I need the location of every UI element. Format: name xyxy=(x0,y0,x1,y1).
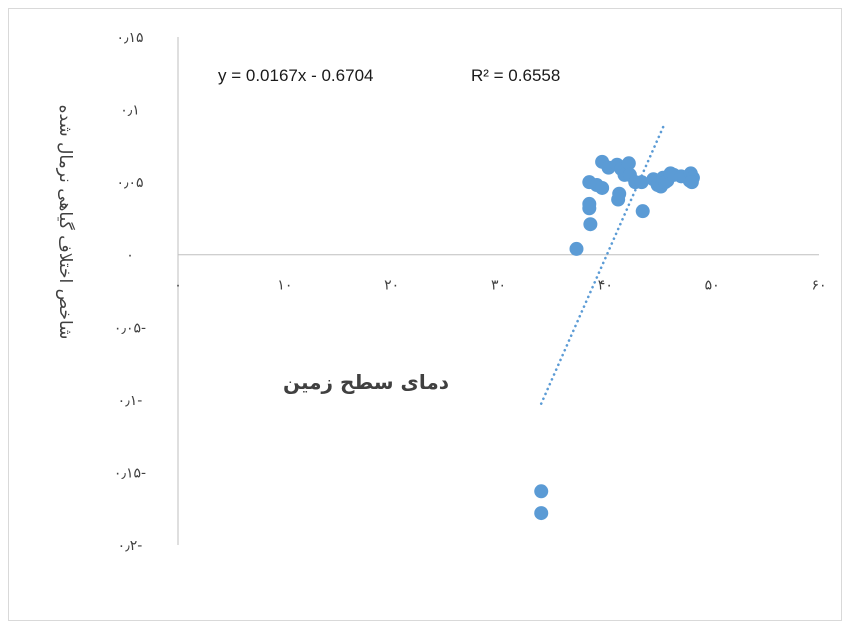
y-tick-label: ۰٫۰۵- xyxy=(114,320,146,336)
x-tick-labels: ۰ ۱۰ ۲۰ ۳۰ ۴۰ ۵۰ ۶۰ xyxy=(174,278,826,294)
y-tick-label: ۰٫۰۵ xyxy=(116,175,143,191)
trendline-equation: y = 0.0167x - 0.6704 xyxy=(218,66,373,85)
trendline xyxy=(539,123,666,405)
x-tick-label: ۰ xyxy=(174,278,182,294)
data-point xyxy=(534,484,549,499)
data-points xyxy=(534,154,700,521)
data-point xyxy=(684,175,699,190)
y-tick-label: ۰٫۱۵ xyxy=(116,30,143,46)
axes xyxy=(177,37,819,545)
x-tick-label: ۴۰ xyxy=(598,278,613,294)
x-axis-label: دمای سطح زمین xyxy=(283,370,449,394)
data-point xyxy=(621,156,636,171)
x-tick-label: ۵۰ xyxy=(705,278,720,294)
data-point xyxy=(569,241,584,256)
r-squared-label: R² = 0.6558 xyxy=(471,66,560,85)
data-point xyxy=(583,217,598,232)
data-point xyxy=(582,201,597,216)
data-point xyxy=(595,180,610,195)
x-tick-label: ۳۰ xyxy=(491,278,506,294)
data-point xyxy=(634,175,649,190)
trendline-path xyxy=(539,123,666,405)
data-point xyxy=(635,204,650,219)
y-axis-label: شاخص اختلاف گیاهی نرمال شده xyxy=(55,105,76,340)
x-tick-label: ۶۰ xyxy=(811,278,826,294)
x-tick-label: ۱۰ xyxy=(277,278,292,294)
y-tick-label: ۰٫۲- xyxy=(118,538,143,554)
y-tick-label: ۰٫۱۵- xyxy=(114,465,146,481)
y-tick-labels: ۰٫۱۵ ۰٫۱ ۰٫۰۵ ۰ ۰٫۰۵- ۰٫۱- ۰٫۱۵- ۰٫۲- xyxy=(114,30,146,554)
y-tick-label: ۰٫۱ xyxy=(120,103,140,119)
x-tick-label: ۲۰ xyxy=(384,278,399,294)
chart-area xyxy=(8,8,842,621)
y-tick-label: ۰ xyxy=(126,248,134,264)
y-tick-label: ۰٫۱- xyxy=(118,393,143,409)
data-point xyxy=(534,506,549,521)
data-point xyxy=(611,192,626,207)
